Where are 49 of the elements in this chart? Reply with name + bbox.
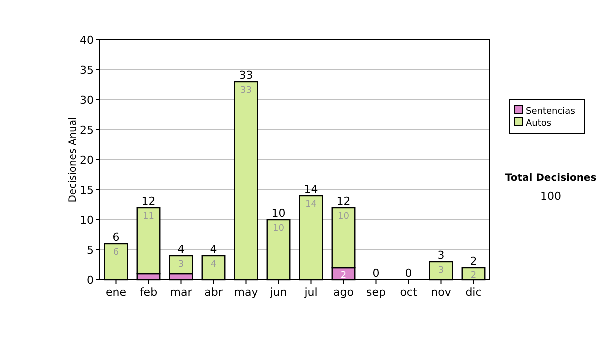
x-tick-label: sep xyxy=(366,286,386,299)
x-tick-label: nov xyxy=(431,286,452,299)
y-tick-label: 25 xyxy=(80,124,94,137)
total-label: 4 xyxy=(178,243,185,256)
y-tick-label: 0 xyxy=(87,274,94,287)
x-tick-label: mar xyxy=(170,286,193,299)
legend-label: Autos xyxy=(526,119,552,129)
total-label: 0 xyxy=(405,267,412,280)
total-label: 33 xyxy=(239,69,254,82)
x-tick-label: may xyxy=(234,286,259,299)
data-label: 33 xyxy=(240,86,252,96)
y-tick-label: 30 xyxy=(80,94,94,107)
total-label: 14 xyxy=(304,183,318,196)
y-tick-label: 15 xyxy=(80,184,94,197)
data-label: 10 xyxy=(273,224,285,234)
data-label: 6 xyxy=(113,248,120,258)
data-label: 3 xyxy=(438,266,444,276)
y-tick-label: 35 xyxy=(80,64,94,77)
x-tick-label: ene xyxy=(106,286,127,299)
y-tick-label: 10 xyxy=(80,214,94,227)
y-tick-label: 5 xyxy=(87,244,94,257)
y-axis-title: Decisiones Anual xyxy=(68,117,79,203)
x-tick-label: jul xyxy=(304,286,318,299)
text: Total Decisiones xyxy=(505,173,597,184)
total-label: 6 xyxy=(112,231,120,244)
total-label: 4 xyxy=(210,243,218,256)
x-tick-label: jun xyxy=(269,286,288,299)
total-label: 3 xyxy=(438,249,445,262)
legend-label: Sentencias xyxy=(526,107,576,117)
x-tick-label: feb xyxy=(140,286,158,299)
total-label: 2 xyxy=(470,255,478,268)
data-label: 3 xyxy=(178,260,184,270)
data-label: 2 xyxy=(470,271,477,281)
data-label: 11 xyxy=(143,212,154,222)
y-tick-label: 20 xyxy=(80,154,94,167)
x-tick-label: oct xyxy=(400,286,418,299)
total-label: 10 xyxy=(272,207,286,220)
x-tick-label: abr xyxy=(204,286,224,299)
text: 100 xyxy=(540,190,562,203)
total-label: 12 xyxy=(142,195,156,208)
data-label: 14 xyxy=(306,200,318,210)
x-tick-label: dic xyxy=(466,286,482,299)
y-tick-label: 40 xyxy=(80,34,94,47)
total-label: 12 xyxy=(336,195,351,208)
x-tick-label: ago xyxy=(334,286,354,299)
data-label: 10 xyxy=(338,212,350,222)
data-label: 4 xyxy=(210,260,217,270)
data-label: 2 xyxy=(340,271,347,281)
total-label: 0 xyxy=(372,267,380,280)
